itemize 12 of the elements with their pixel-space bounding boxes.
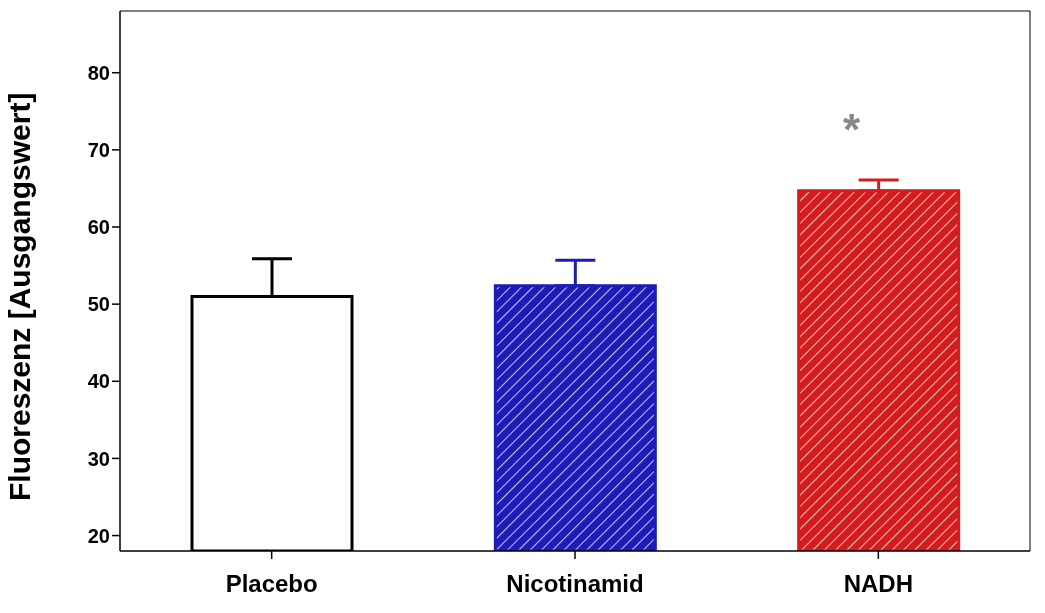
y-tick-label: 40: [87, 370, 110, 393]
y-tick-label: 30: [87, 447, 110, 470]
y-tick-label: 70: [87, 138, 110, 161]
annotation: *: [843, 105, 861, 154]
y-tick-label: 80: [87, 61, 110, 84]
y-tick-label: 50: [87, 293, 110, 316]
y-axis-title: Fluoreszenz [Ausgangswert]: [2, 92, 36, 501]
x-tick-label: Placebo: [225, 570, 318, 598]
x-tick-label: NADH: [843, 570, 913, 598]
y-tick-label: 20: [87, 524, 110, 547]
x-tick-label: Nicotinamid: [506, 570, 644, 598]
y-tick-label: 60: [87, 216, 110, 239]
